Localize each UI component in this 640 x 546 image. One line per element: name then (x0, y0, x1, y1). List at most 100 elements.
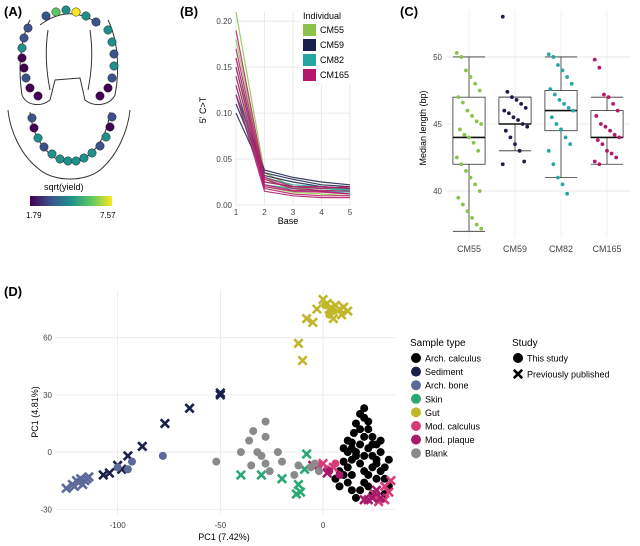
point-blank (249, 427, 258, 436)
data-point (592, 57, 597, 62)
tooth-marker (55, 154, 65, 164)
tooth-marker (51, 7, 61, 17)
tooth-marker (19, 33, 29, 43)
panel-c-y-ticks: 40 45 50 (433, 53, 442, 196)
scale-max-label: 7.57 (100, 211, 116, 220)
data-point (551, 162, 556, 167)
y-tick-label: 0.05 (216, 155, 232, 164)
legend-published-swatch (512, 368, 524, 380)
data-point (594, 114, 599, 118)
data-point (471, 140, 476, 145)
panel-d-gridlines (56, 290, 395, 515)
point-arch-calculus (335, 482, 344, 491)
data-point (456, 95, 461, 100)
tooth-marker (21, 73, 31, 83)
point-arch-calculus (372, 459, 381, 468)
y-tick-label: 60 (43, 334, 52, 343)
data-point (479, 122, 484, 126)
data-point (467, 135, 471, 140)
data-point (571, 108, 576, 113)
cross-sediment (184, 403, 195, 414)
data-point (470, 114, 474, 118)
tooth-marker (27, 113, 37, 123)
data-point (597, 65, 602, 70)
legend-swatch (411, 448, 421, 459)
x-tick-label: -50 (215, 521, 227, 530)
series-line-cm165 (235, 48, 351, 192)
tooth-marker (39, 142, 49, 152)
cross-gut (307, 317, 318, 328)
panel-d-points (61, 294, 397, 507)
cross-arch-bone (81, 473, 92, 484)
panel-d-x-ticks: -100 -50 0 (110, 521, 326, 530)
data-point (552, 92, 557, 97)
tooth-marker (17, 43, 27, 53)
y-tick-label: -30 (40, 505, 52, 514)
tooth-marker (71, 156, 81, 166)
x-tick-label: 3 (291, 208, 296, 217)
panel-b-x-axis-label: Base (278, 216, 299, 226)
legend-this-study-swatch (513, 353, 523, 363)
data-point (465, 108, 470, 113)
panel-a-label: (A) (4, 4, 22, 19)
x-tick-label: CM59 (503, 244, 527, 254)
data-point (598, 122, 603, 126)
cross-mod-plaque (322, 467, 333, 479)
point-arch-calculus (343, 478, 352, 487)
data-point (456, 195, 461, 200)
data-point (565, 191, 570, 196)
panel-b-y-ticks: 0.00 0.05 0.10 0.15 0.20 (216, 17, 232, 210)
data-point (617, 135, 622, 140)
data-point (559, 127, 563, 132)
tooth-marker (105, 122, 115, 132)
tooth-marker (61, 5, 71, 15)
data-point (479, 226, 484, 231)
point-arch-calculus (360, 451, 369, 460)
data-point (546, 52, 551, 57)
point-arch-calculus (372, 474, 381, 483)
tooth-marker (71, 7, 81, 17)
point-arch-calculus (347, 486, 356, 495)
data-point (603, 124, 608, 129)
panel-c: (C) 40 45 50 CM55 CM59 CM82 CM165 Median leng… (400, 4, 630, 254)
tooth-marker (95, 91, 105, 101)
cross-gut (324, 303, 335, 315)
legend-swatch (411, 380, 421, 391)
data-point (608, 128, 612, 133)
data-point (546, 148, 551, 153)
cross-skin (291, 488, 302, 500)
data-point (464, 169, 468, 173)
point-blank (310, 459, 319, 468)
y-tick-label: 50 (433, 53, 442, 62)
x-tick-label: CM165 (592, 244, 621, 254)
legend-label-cm165: CM165 (320, 70, 349, 80)
tooth-marker (107, 112, 117, 122)
data-point (562, 101, 566, 106)
data-point (566, 106, 571, 110)
cross-mod-plaque (375, 492, 386, 503)
data-point (556, 175, 560, 180)
panel-c-label: (C) (400, 4, 418, 19)
x-tick-label: 1 (234, 208, 239, 217)
data-point (614, 155, 619, 160)
cross-gut (311, 303, 323, 315)
data-point (525, 124, 530, 129)
legend-swatch-cm55 (303, 24, 316, 36)
data-point (502, 108, 507, 113)
point-blank (273, 448, 282, 457)
point-blank (261, 432, 270, 441)
cross-gut (293, 338, 304, 349)
legend-swatch (411, 421, 421, 431)
point-arch-calculus (364, 417, 373, 426)
point-arch-calculus (343, 436, 352, 445)
data-point (551, 55, 556, 59)
tooth-marker (79, 153, 89, 163)
point-arch-bone (113, 463, 122, 472)
data-point (470, 215, 474, 220)
tooth-marker (107, 73, 117, 83)
data-point (454, 51, 459, 55)
data-point (477, 189, 482, 193)
data-point (508, 135, 513, 140)
point-blank (278, 457, 286, 466)
color-scale-bar (30, 196, 112, 206)
